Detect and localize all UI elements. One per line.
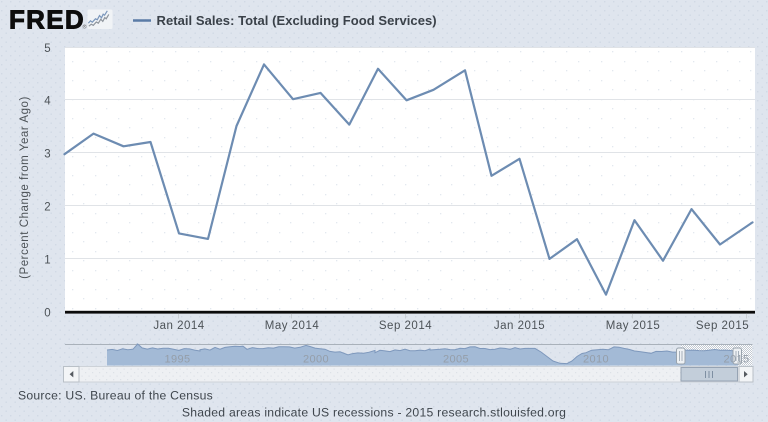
svg-text:Source: US. Bureau of the Cens: Source: US. Bureau of the Census [18, 389, 213, 403]
svg-text:Sep 2015: Sep 2015 [696, 320, 749, 332]
svg-text:Shaded areas indicate US reces: Shaded areas indicate US recessions - 20… [182, 406, 566, 420]
svg-text:FRED: FRED [9, 5, 85, 35]
svg-text:Jan 2014: Jan 2014 [153, 320, 204, 332]
svg-text:1995: 1995 [164, 354, 190, 366]
svg-text:May 2015: May 2015 [606, 320, 661, 332]
svg-text:0: 0 [44, 308, 51, 320]
svg-text:5: 5 [44, 43, 51, 55]
svg-text:1: 1 [44, 255, 51, 267]
svg-text:3: 3 [44, 149, 51, 161]
svg-text:®: ® [83, 23, 87, 30]
svg-text:4: 4 [44, 96, 51, 108]
svg-text:2010: 2010 [583, 354, 609, 366]
svg-text:Retail Sales: Total (Excluding: Retail Sales: Total (Excluding Food Serv… [157, 13, 437, 28]
svg-text:2015: 2015 [723, 354, 749, 366]
svg-text:May 2014: May 2014 [265, 320, 320, 332]
svg-text:2000: 2000 [303, 354, 329, 366]
svg-text:Jan 2015: Jan 2015 [494, 320, 545, 332]
svg-text:Sep 2014: Sep 2014 [379, 320, 432, 332]
svg-text:2005: 2005 [443, 354, 469, 366]
svg-text:2: 2 [44, 202, 51, 214]
svg-text:(Percent Change from Year Ago): (Percent Change from Year Ago) [19, 96, 31, 279]
